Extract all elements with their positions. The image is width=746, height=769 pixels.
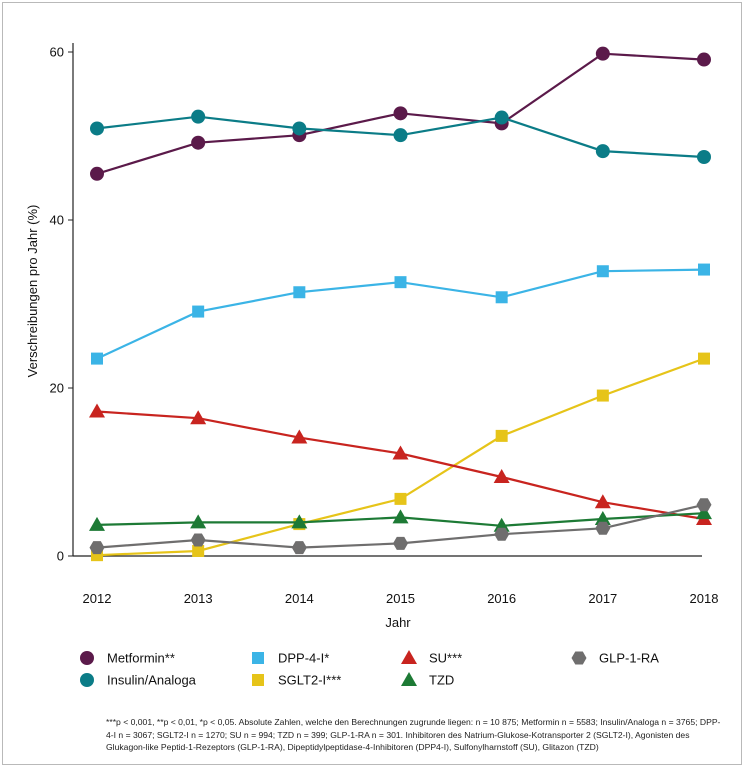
legend-item-sglt2-i: SGLT2-I***	[252, 673, 341, 688]
data-point	[392, 509, 409, 524]
data-point	[494, 110, 509, 125]
data-point	[393, 536, 408, 550]
legend-label: Insulin/Analoga	[107, 673, 197, 688]
data-point	[394, 492, 407, 505]
y-axis-title: Verschreibungen pro Jahr (%)	[25, 205, 40, 378]
y-tick-label: 20	[50, 381, 64, 396]
legend-item-tzd: TZD	[401, 672, 454, 688]
data-point	[594, 511, 611, 526]
footnote: ***p < 0,001, **p < 0,01, *p < 0,05. Abs…	[106, 717, 721, 753]
data-point	[89, 541, 105, 555]
legend-marker	[80, 651, 94, 665]
legend-marker	[401, 650, 417, 664]
legend-item-dpp-4-i: DPP-4-I*	[252, 651, 329, 666]
x-tick-label: 2016	[487, 591, 516, 606]
legend-marker	[252, 674, 264, 686]
data-point	[90, 121, 104, 136]
data-point	[596, 265, 609, 278]
data-point	[393, 128, 408, 143]
data-point	[696, 498, 712, 512]
legend-marker	[571, 651, 587, 665]
series-tzd	[89, 505, 712, 532]
data-point	[394, 276, 407, 289]
y-tick-label: 0	[57, 549, 64, 564]
legend-item-su: SU***	[401, 650, 462, 666]
legend-marker	[80, 673, 94, 687]
data-point	[494, 527, 510, 541]
data-point	[596, 389, 609, 402]
y-tick-label: 60	[50, 45, 64, 60]
data-point	[595, 521, 611, 535]
x-tick-label: 2012	[83, 591, 112, 606]
data-point	[697, 150, 711, 164]
series-layer	[89, 46, 712, 562]
legend-item-glp-1-ra: GLP-1-RA	[571, 651, 659, 666]
legend-marker	[252, 652, 264, 664]
data-point	[190, 514, 207, 529]
data-point	[291, 429, 308, 444]
data-point	[190, 533, 206, 547]
legend-label: DPP-4-I*	[278, 651, 329, 666]
legend: Metformin** DPP-4-I* SU*** GLP-1-RA Insulin/…	[80, 650, 659, 688]
data-point	[495, 291, 508, 304]
data-point	[191, 135, 206, 150]
data-point	[392, 445, 409, 460]
series-insulin-analoga	[90, 109, 711, 164]
data-point	[696, 505, 712, 520]
series-glp-1-ra	[89, 498, 712, 555]
data-point	[191, 109, 206, 124]
data-point	[292, 121, 307, 136]
data-point	[89, 403, 105, 418]
legend-label: GLP-1-RA	[599, 651, 659, 666]
data-point	[594, 494, 611, 509]
y-tick-label: 40	[50, 213, 64, 228]
data-point	[293, 286, 306, 299]
legend-label: Metformin**	[107, 651, 175, 666]
series-su	[89, 403, 712, 526]
legend-marker	[401, 672, 417, 686]
data-point	[595, 144, 610, 159]
data-point	[192, 544, 205, 557]
data-point	[393, 106, 408, 121]
x-tick-label: 2017	[588, 591, 617, 606]
data-point	[595, 46, 610, 61]
line-chart: 0 20 40 60 2012 2013 2014 2015 2016 2017 2018 Jahr V…	[25, 43, 718, 688]
x-tick-label: 2018	[690, 591, 719, 606]
x-tick-label: 2014	[285, 591, 314, 606]
data-point	[91, 352, 103, 365]
data-point	[90, 166, 104, 181]
data-point	[291, 541, 307, 555]
data-point	[190, 410, 207, 425]
data-point	[89, 516, 105, 531]
series-metformin	[90, 46, 711, 181]
series-dpp-4-i	[91, 263, 710, 365]
legend-item-insulin-analoga: Insulin/Analoga	[80, 673, 197, 688]
data-point	[192, 305, 205, 318]
data-point	[495, 429, 508, 442]
data-point	[698, 352, 710, 365]
legend-label: SGLT2-I***	[278, 673, 341, 688]
data-point	[697, 52, 711, 67]
data-point	[291, 514, 308, 529]
legend-item-metformin: Metformin**	[80, 651, 175, 666]
legend-label: SU***	[429, 651, 462, 666]
axes: 0 20 40 60 2012 2013 2014 2015 2016 2017 2018 Jahr V…	[25, 43, 718, 630]
x-tick-label: 2015	[386, 591, 415, 606]
x-tick-label: 2013	[184, 591, 213, 606]
x-axis-title: Jahr	[385, 615, 411, 630]
legend-label: TZD	[429, 673, 454, 688]
data-point	[493, 469, 510, 484]
data-point	[698, 263, 710, 276]
